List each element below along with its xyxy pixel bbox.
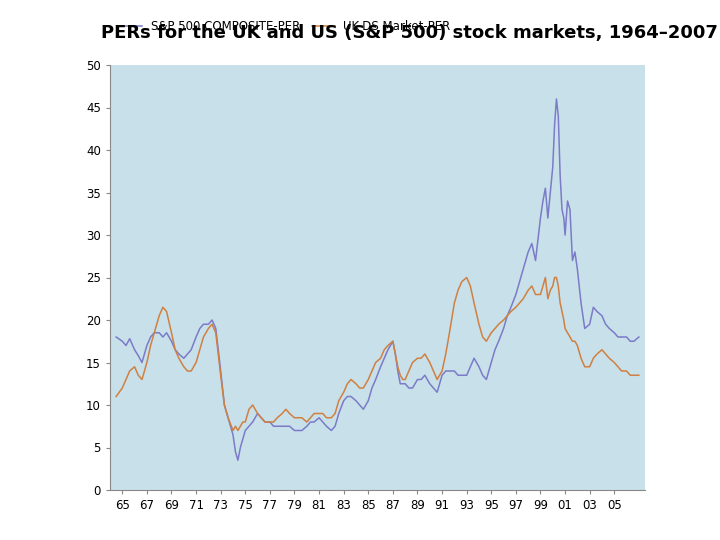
UK-DS Market-PER — [134, 372, 143, 379]
Line: UK-DS Market-PER: UK-DS Market-PER — [116, 278, 639, 430]
S&P 500 COMPOSITE-PER — [112, 334, 120, 340]
UK-DS Market-PER — [171, 347, 179, 353]
UK-DS Market-PER — [347, 376, 356, 383]
UK-DS Market-PER — [229, 427, 238, 434]
UK-DS Market-PER — [634, 372, 643, 379]
S&P 500 COMPOSITE-PER — [171, 347, 179, 353]
S&P 500 COMPOSITE-PER — [347, 393, 356, 400]
S&P 500 COMPOSITE-PER — [146, 334, 155, 340]
UK-DS Market-PER — [112, 393, 120, 400]
UK-DS Market-PER — [146, 342, 155, 349]
S&P 500 COMPOSITE-PER — [217, 368, 225, 374]
S&P 500 COMPOSITE-PER — [134, 353, 143, 359]
S&P 500 COMPOSITE-PER — [391, 351, 400, 357]
UK-DS Market-PER — [391, 351, 400, 357]
UK-DS Market-PER — [217, 372, 225, 379]
Text: PERs for the UK and US (S&P 500) stock markets, 1964–2007: PERs for the UK and US (S&P 500) stock m… — [101, 24, 718, 42]
S&P 500 COMPOSITE-PER — [634, 334, 643, 340]
S&P 500 COMPOSITE-PER — [552, 96, 561, 102]
UK-DS Market-PER — [462, 274, 471, 281]
S&P 500 COMPOSITE-PER — [233, 457, 242, 463]
Line: S&P 500 COMPOSITE-PER: S&P 500 COMPOSITE-PER — [116, 99, 639, 460]
Legend: S&P 500 COMPOSITE-PER, UK-DS Market-PER: S&P 500 COMPOSITE-PER, UK-DS Market-PER — [116, 16, 455, 38]
